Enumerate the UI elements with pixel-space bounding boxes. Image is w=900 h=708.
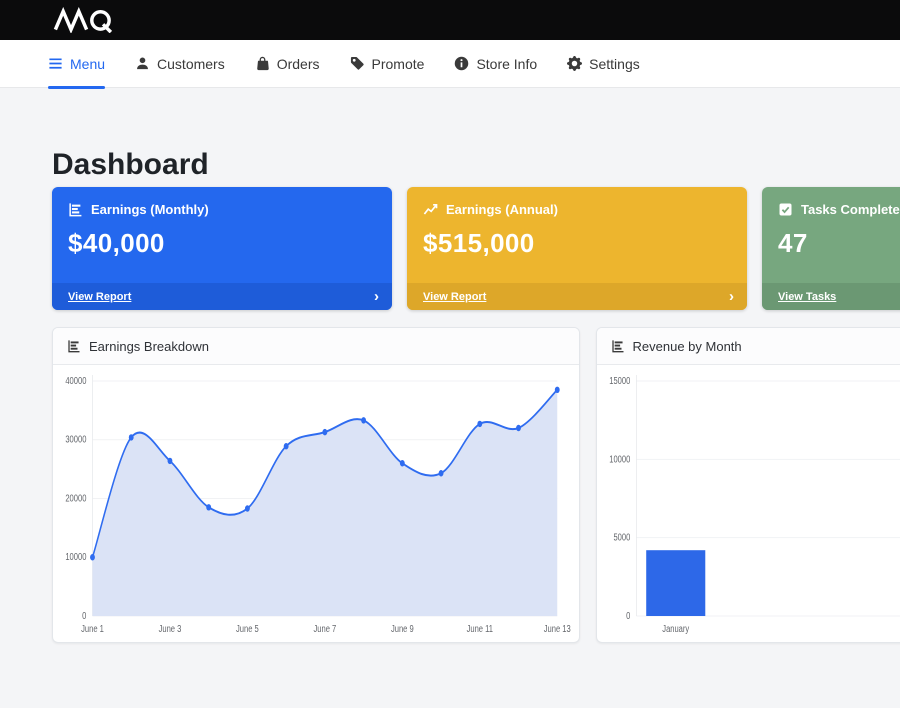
svg-text:10000: 10000 [65,551,86,562]
svg-text:June 9: June 9 [391,623,414,634]
tasks-completed-card: Tasks Completed 47 View Tasks › [762,187,900,310]
stat-cards-row: Earnings (Monthly) $40,000 View Report ›… [52,187,900,310]
hamburger-icon [49,58,62,69]
page-title: Dashboard [52,148,209,181]
view-report-link[interactable]: View Report › [52,283,392,310]
nav-item-settings[interactable]: Settings [567,40,640,87]
view-report-label: View Report [423,290,487,303]
svg-text:0: 0 [626,610,630,621]
earnings-line-chart-area: 0 10000 20000 30000 40000 June 1 June 3 June 5 J… [53,365,579,642]
earnings-line-chart: 0 10000 20000 30000 40000 June 1 June 3 June 5 J… [65,375,571,634]
svg-text:40000: 40000 [65,375,86,386]
bar-chart-icon [611,340,624,353]
card-title: Earnings (Monthly) [52,187,392,217]
view-tasks-label: View Tasks [778,290,837,303]
svg-text:June 1: June 1 [81,623,104,634]
horizontal-bars-icon [69,203,82,217]
svg-text:June 11: June 11 [467,623,493,634]
nav-item-store-info[interactable]: Store Info [454,40,537,87]
chevron-right-icon: › [729,288,734,305]
revenue-bar-chart: 0 5000 10000 15000 January [609,375,900,634]
chevron-right-icon: › [374,288,379,305]
view-tasks-link[interactable]: View Tasks › [762,283,900,310]
chart-panels-row: Earnings Breakdown 0 10000 20000 30000 40000… [52,327,900,643]
svg-text:20000: 20000 [65,492,86,503]
card-title: Earnings (Annual) [407,187,747,217]
nav-item-orders[interactable]: Orders [255,40,320,87]
nav-label-orders: Orders [276,55,320,72]
nav-item-customers[interactable]: Customers [135,40,225,87]
check-square-icon [779,203,792,216]
nav-label-menu: Menu [70,55,106,72]
line-chart-icon [423,203,438,215]
brand-logo[interactable] [40,7,128,33]
info-icon [455,56,469,71]
panel-header: Earnings Breakdown [53,328,579,365]
earnings-annual-card: Earnings (Annual) $515,000 View Report › [407,187,747,310]
svg-text:June 5: June 5 [236,623,259,634]
card-title-text: Tasks Completed [801,202,900,217]
tag-icon [350,56,364,70]
svg-text:June 13: June 13 [544,623,571,634]
svg-text:June 3: June 3 [159,623,182,634]
nav-label-customers: Customers [157,55,225,72]
earnings-monthly-card: Earnings (Monthly) $40,000 View Report › [52,187,392,310]
nav-label-store-info: Store Info [476,55,538,72]
earnings-breakdown-panel: Earnings Breakdown 0 10000 20000 30000 40000… [52,327,580,643]
svg-text:10000: 10000 [609,453,630,464]
nav-label-promote: Promote [371,55,425,72]
revenue-by-month-panel: Revenue by Month 0 5000 10000 15000 January [595,327,900,643]
svg-text:January: January [662,623,689,634]
topbar [0,0,900,40]
person-icon [137,57,148,70]
card-title-text: Earnings (Monthly) [91,202,209,217]
view-report-link[interactable]: View Report › [407,283,747,310]
bag-icon [256,56,269,71]
view-report-label: View Report [68,290,132,303]
card-title: Tasks Completed [762,187,900,217]
card-value: $515,000 [423,228,535,258]
panel-header: Revenue by Month [596,328,900,365]
svg-text:5000: 5000 [613,532,630,543]
card-title-text: Earnings (Annual) [446,202,558,217]
svg-text:30000: 30000 [65,434,86,445]
revenue-bar-chart-area: 0 5000 10000 15000 January [597,365,900,642]
bar-chart-icon [68,340,80,353]
panel-title: Revenue by Month [632,338,742,354]
svg-text:0: 0 [82,610,86,621]
nav-item-promote[interactable]: Promote [350,40,425,87]
card-value: $40,000 [68,228,165,258]
nav-label-settings: Settings [589,55,640,72]
panel-title: Earnings Breakdown [89,338,209,354]
svg-text:15000: 15000 [609,375,630,386]
nav-item-menu[interactable]: Menu [48,40,106,89]
main-nav: Menu Customers Orders Promote Store Info [0,40,900,89]
card-value: 47 [778,228,808,258]
svg-text:June 7: June 7 [313,623,336,634]
main-content: Dashboard Earnings (Monthly) $40,000 Vie… [0,148,900,643]
gear-icon [567,56,583,71]
